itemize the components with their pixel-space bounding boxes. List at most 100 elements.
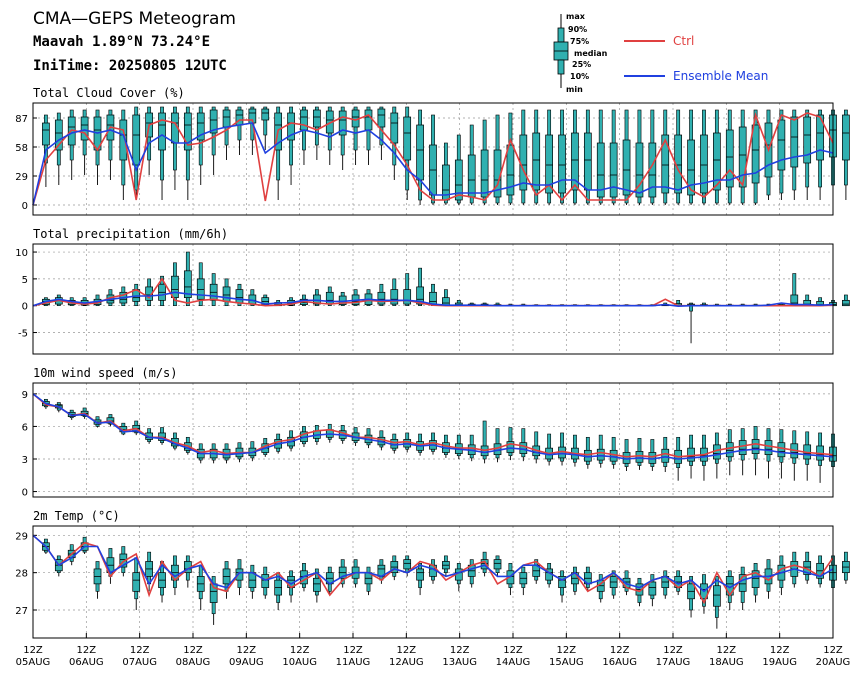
boxplot [609, 109, 618, 205]
ctrl-series-line [32, 111, 834, 206]
boxplot [764, 109, 773, 200]
box-iqr [687, 139, 695, 196]
boxplot [106, 109, 115, 180]
x-tick-hour: 12Z [663, 645, 683, 656]
boxplot [480, 420, 489, 464]
box-legend-p75: 75% [570, 37, 589, 46]
boxplot [519, 428, 528, 462]
boxplot [816, 109, 824, 200]
boxplot [661, 570, 670, 599]
boxplot [222, 106, 231, 160]
boxplot [648, 439, 657, 471]
ctrl-legend-label: Ctrl [673, 34, 694, 48]
boxplot [687, 434, 695, 479]
box-iqr [54, 119, 63, 151]
boxplot [545, 109, 553, 205]
x-tick-date: 12AUG [389, 657, 424, 668]
boxplot [506, 563, 515, 596]
panel-0: Total Cloud Cover (%) 0 29 58 87 [15, 86, 850, 216]
boxplot [442, 555, 450, 577]
boxplot [377, 283, 386, 307]
x-tick-date: 15AUG [549, 657, 584, 668]
y-tick-label: 28 [15, 569, 28, 580]
boxplot [158, 275, 166, 307]
box-iqr [725, 442, 734, 458]
header: CMA—GEPS Meteogram Maavah 1.89°N 73.24°E… [33, 9, 236, 74]
box-iqr [764, 440, 773, 456]
panel-title: Total Cloud Cover (%) [33, 86, 185, 100]
boxplot [261, 106, 270, 150]
box-iqr [713, 132, 721, 191]
x-tick-hour: 12Z [770, 645, 790, 656]
boxplot [648, 109, 657, 205]
box-iqr [416, 568, 424, 581]
box-iqr [493, 559, 502, 570]
boxplot [313, 568, 321, 603]
box-iqr [738, 126, 747, 188]
boxplot [842, 109, 850, 200]
boxplots [42, 106, 850, 205]
box-iqr [790, 116, 799, 168]
boxplot [493, 555, 502, 577]
box-iqr [751, 439, 760, 454]
box-iqr [506, 570, 515, 585]
boxplot [493, 428, 502, 463]
box-iqr [571, 132, 579, 191]
boxplot [764, 428, 773, 479]
box-iqr [183, 270, 192, 299]
box-iqr [596, 142, 605, 198]
boxplot [622, 439, 631, 471]
x-tick-date: 18AUG [709, 657, 744, 668]
boxplot [325, 286, 334, 307]
y-tick-label: 5 [22, 275, 28, 286]
box-iqr [403, 289, 412, 305]
box-iqr [558, 134, 566, 194]
box-iqr [119, 119, 128, 161]
boxplot [635, 577, 644, 607]
box-iqr [325, 291, 334, 305]
mean-series-line [32, 291, 834, 308]
box-iqr [725, 129, 734, 188]
boxplot [751, 563, 760, 603]
box-iqr [661, 448, 670, 463]
box-legend-median: median [574, 49, 608, 58]
boxplot [119, 109, 128, 200]
boxplot [558, 570, 566, 603]
ctrl-series-line [32, 393, 834, 458]
box-iqr [609, 142, 618, 198]
boxplot [390, 278, 399, 307]
box-iqr [158, 112, 166, 151]
box-iqr [480, 559, 489, 570]
boxplot [583, 436, 592, 469]
boxplot [738, 428, 747, 476]
boxplot [171, 262, 179, 307]
boxplot [377, 106, 386, 160]
x-tick-date: 07AUG [122, 657, 157, 668]
boxplot [338, 559, 347, 588]
boxplot [93, 561, 102, 599]
mean-legend-label: Ensemble Mean [673, 69, 768, 83]
boxplots [42, 536, 850, 629]
boxplot [158, 427, 166, 445]
x-tick-hour: 12Z [290, 645, 310, 656]
boxplot [700, 109, 708, 205]
x-tick-hour: 12Z [77, 645, 97, 656]
box-iqr [338, 110, 347, 136]
panel-title: 2m Temp (°C) [33, 509, 120, 523]
x-tick-date: 08AUG [176, 657, 211, 668]
box-iqr [209, 109, 218, 134]
x-tick-hour: 12Z [503, 645, 523, 656]
x-tick-date: 13AUG [442, 657, 477, 668]
box-iqr [287, 112, 295, 141]
box-legend-p90: 90% [568, 25, 587, 34]
boxplot [777, 109, 786, 200]
box-legend-upper-tail [557, 27, 565, 43]
y-tick-label: 9 [22, 390, 28, 401]
box-iqr [403, 116, 412, 161]
boxplot [751, 426, 760, 476]
boxplot [132, 557, 141, 610]
panel-title: 10m wind speed (m/s) [33, 366, 178, 380]
box-tail [263, 106, 268, 136]
y-tick-label: 27 [15, 606, 28, 617]
